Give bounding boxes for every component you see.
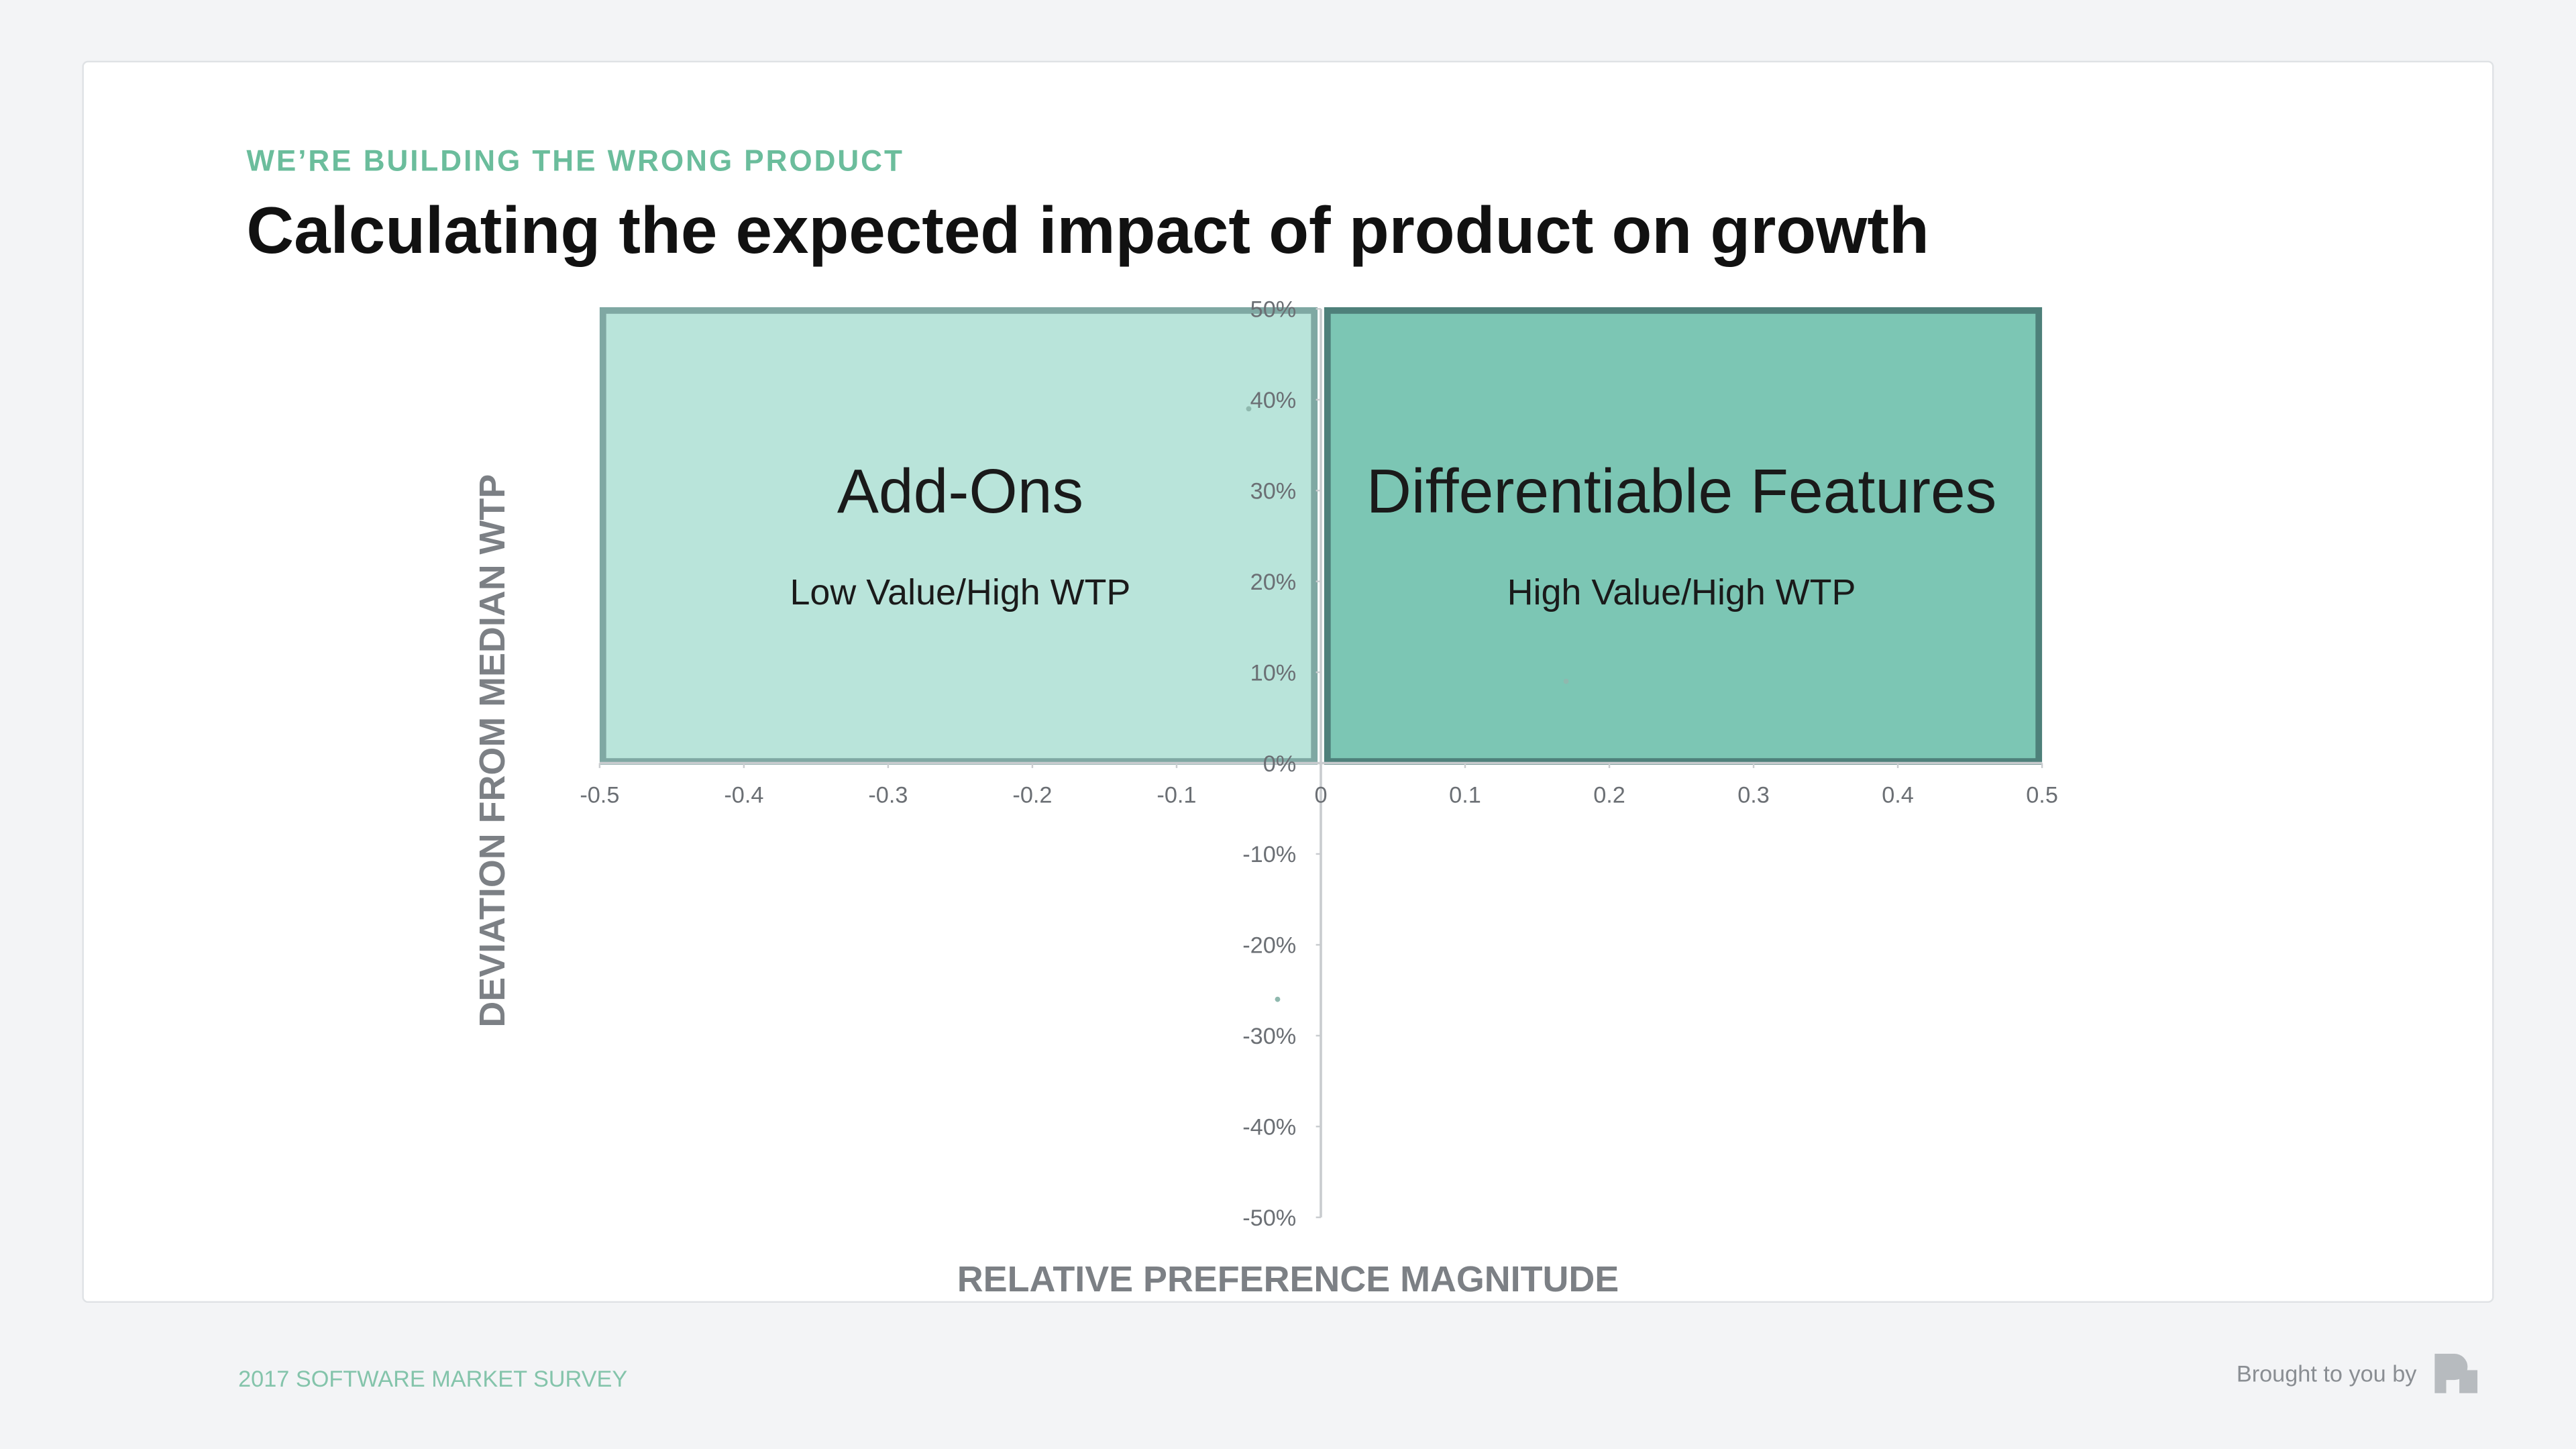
footer-right: Brought to you by <box>2237 1362 2417 1387</box>
region <box>599 307 1318 765</box>
y-tick-label: -40% <box>1242 1115 1296 1140</box>
region <box>1324 307 2043 765</box>
region-label: High Value/High WTP <box>1507 572 1856 612</box>
x-axis-title: RELATIVE PREFERENCE MAGNITUDE <box>957 1259 1619 1299</box>
y-tick-label: -50% <box>1242 1205 1296 1231</box>
point <box>1563 678 1569 684</box>
point <box>1275 996 1281 1002</box>
x-tick-label: -0.3 <box>868 782 908 808</box>
x-tick-label: -0.1 <box>1157 782 1196 808</box>
x-tick-label: 0.3 <box>1737 782 1770 808</box>
region-name: Add-Ons <box>837 456 1083 526</box>
y-tick-label: -10% <box>1242 842 1296 867</box>
x-tick-label: -0.4 <box>724 782 763 808</box>
title: Calculating the expected impact of produ… <box>246 193 1929 267</box>
x-tick-label: -0.5 <box>580 782 619 808</box>
y-tick-label: 40% <box>1250 388 1297 413</box>
x-tick-label: 0.4 <box>1882 782 1914 808</box>
region-name: Differentiable Features <box>1366 456 1997 526</box>
y-tick-label: 10% <box>1250 660 1297 686</box>
footer-left: 2017 SOFTWARE MARKET SURVEY <box>238 1366 627 1392</box>
x-tick-label: -0.2 <box>1012 782 1052 808</box>
y-tick-label: -30% <box>1242 1024 1296 1049</box>
kicker: WE’RE BUILDING THE WRONG PRODUCT <box>246 145 904 178</box>
point <box>1246 406 1252 412</box>
y-tick-label: 20% <box>1250 570 1297 595</box>
region-label: Low Value/High WTP <box>790 572 1130 612</box>
y-tick-label: -20% <box>1242 933 1296 959</box>
x-tick-label: 0.5 <box>2026 782 2058 808</box>
y-tick-label: 50% <box>1250 297 1297 323</box>
y-tick-label: 0% <box>1263 751 1297 777</box>
x-tick-label: 0 <box>1314 782 1327 808</box>
y-axis-title: DEVIATION FROM MEDIAN WTP <box>472 474 513 1028</box>
x-tick-label: 0.2 <box>1593 782 1625 808</box>
logo <box>2434 1353 2478 1393</box>
y-tick-label: 30% <box>1250 479 1297 504</box>
chart: Add-Ons Low Value/High WTP Differentiable … <box>472 297 2058 1299</box>
x-tick-label: 0.1 <box>1449 782 1481 808</box>
